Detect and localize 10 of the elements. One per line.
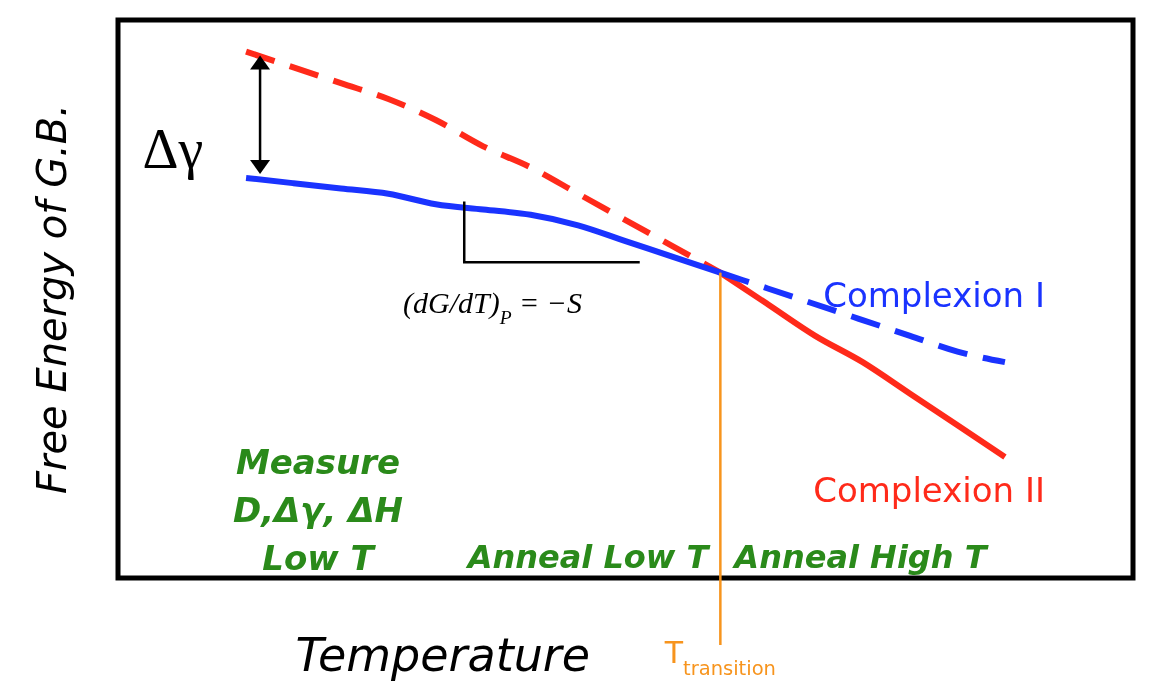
text: T$_{transition}$ bbox=[663, 635, 776, 680]
x-axis-title: Temperature bbox=[295, 628, 591, 682]
annotation: Measure D,Δγ, ΔH Low T bbox=[232, 442, 404, 578]
annotation: (dG/dT)$_{P}$ = −S bbox=[403, 286, 583, 328]
annotation: Anneal High T bbox=[731, 538, 989, 576]
series-label: Complexion II bbox=[813, 469, 1045, 510]
y-axis-title: Free Energy of G.B. bbox=[29, 104, 75, 494]
text: Δγ bbox=[142, 118, 204, 180]
annotation: Anneal Low T bbox=[464, 538, 711, 576]
series-label: Complexion I bbox=[823, 275, 1045, 316]
